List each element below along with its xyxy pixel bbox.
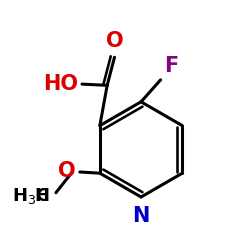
Text: N: N — [132, 206, 150, 226]
Text: O: O — [58, 162, 76, 182]
Text: H: H — [35, 188, 50, 206]
Text: H$_3$C: H$_3$C — [12, 186, 50, 206]
Text: F: F — [164, 56, 178, 76]
Text: O: O — [106, 31, 123, 51]
Text: HO: HO — [43, 74, 78, 94]
